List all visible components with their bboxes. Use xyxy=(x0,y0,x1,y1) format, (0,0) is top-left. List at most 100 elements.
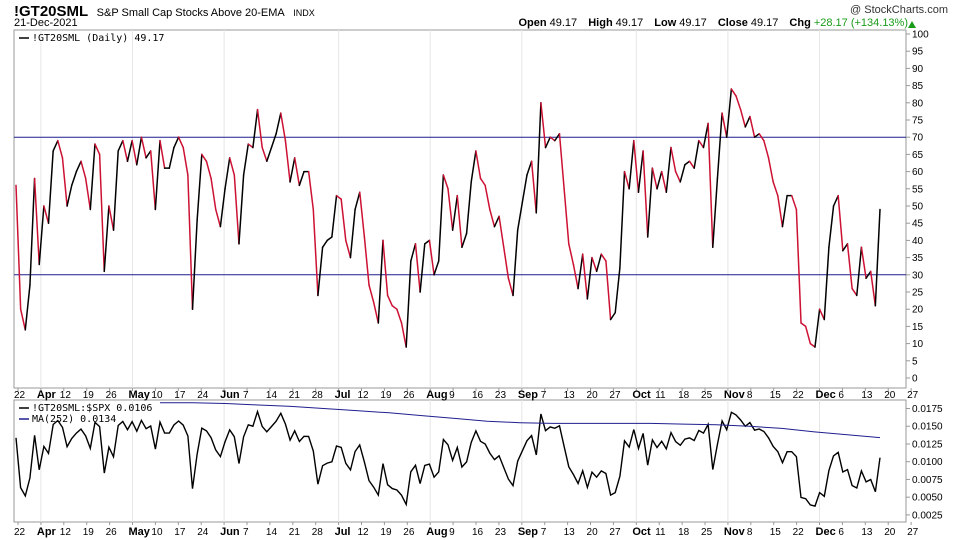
series-segment xyxy=(800,322,807,328)
series-segment xyxy=(293,157,301,187)
series-segment xyxy=(270,133,277,149)
series-segment xyxy=(763,139,770,159)
ratio-y-tick-label: 0.0125 xyxy=(912,439,943,450)
ratio-y-tick-label: 0.0100 xyxy=(912,457,943,468)
series-segment xyxy=(702,122,709,149)
x-tick-label: Oct xyxy=(632,389,651,401)
series-segment xyxy=(707,122,714,249)
series-segment xyxy=(623,170,630,190)
series-segment xyxy=(568,243,575,266)
series-segment xyxy=(98,153,106,273)
ratio-x-tick-label: Jul xyxy=(335,526,351,538)
series-segment xyxy=(860,246,867,279)
y-tick-label: 80 xyxy=(912,98,924,109)
series-segment xyxy=(70,170,78,187)
series-segment xyxy=(442,174,449,190)
series-segment xyxy=(15,184,22,310)
series-segment xyxy=(414,243,421,293)
open-value: 49.17 xyxy=(549,17,578,29)
series-segment xyxy=(698,139,705,149)
series-segment xyxy=(758,133,765,142)
series-segment xyxy=(484,184,491,211)
series-segment xyxy=(563,188,570,245)
series-segment xyxy=(400,322,407,348)
series-segment xyxy=(739,108,747,128)
series-segment xyxy=(437,174,445,262)
series-segment xyxy=(530,160,538,214)
x-tick-label: Jun xyxy=(220,389,240,401)
series-segment xyxy=(489,208,496,228)
low-label: Low xyxy=(654,17,677,29)
ratio-x-tick-label: May xyxy=(129,526,151,538)
series-segment xyxy=(605,260,612,321)
series-segment xyxy=(168,146,175,169)
series-segment xyxy=(312,208,319,297)
x-tick-label: 9 xyxy=(449,390,455,401)
y-tick-label: 25 xyxy=(912,288,924,299)
ratio-x-tick-label: 26 xyxy=(403,527,415,538)
y-tick-label: 95 xyxy=(912,47,924,58)
index-name: S&P Small Cap Stocks Above 20-EMA xyxy=(96,7,285,19)
series-segment xyxy=(354,191,361,211)
series-segment xyxy=(89,143,96,211)
y-tick-label: 65 xyxy=(912,150,924,161)
series-segment xyxy=(261,146,268,163)
series-segment xyxy=(340,198,347,242)
ratio-y-tick-label: 0.0175 xyxy=(912,404,943,415)
series-segment xyxy=(581,253,589,300)
chart-date: 21-Dec-2021 xyxy=(14,17,78,29)
ratio-x-tick-label: 27 xyxy=(609,527,621,538)
ratio-y-tick-label: 0.0025 xyxy=(912,510,943,521)
x-tick-label: 15 xyxy=(770,390,782,401)
y-tick-label: 90 xyxy=(912,64,924,75)
series-segment xyxy=(24,284,31,331)
x-tick-label: 24 xyxy=(197,390,209,401)
y-tick-label: 35 xyxy=(912,253,924,264)
series-segment xyxy=(869,270,877,307)
x-tick-label: 8 xyxy=(747,390,753,401)
series-segment xyxy=(600,253,607,262)
ratio-x-tick-label: 19 xyxy=(83,527,95,538)
series-segment xyxy=(693,139,700,169)
series-segment xyxy=(772,181,779,197)
y-tick-label: 5 xyxy=(912,356,918,367)
series-segment xyxy=(326,236,333,242)
ratio-x-tick-label: Aug xyxy=(426,526,447,538)
y-tick-label: 40 xyxy=(912,236,924,247)
series-segment xyxy=(637,150,644,193)
series-segment xyxy=(846,243,853,290)
x-tick-label: 27 xyxy=(609,390,621,401)
series-segment xyxy=(84,177,92,211)
series-segment xyxy=(335,194,342,200)
series-segment xyxy=(633,139,640,193)
series-segment xyxy=(284,139,291,183)
main-panel xyxy=(13,29,907,389)
ratio-x-tick-label: 7 xyxy=(541,527,547,538)
y-tick-label: 20 xyxy=(912,305,924,316)
x-tick-label: 27 xyxy=(907,390,919,401)
ratio-x-tick-label: 16 xyxy=(472,527,484,538)
y-tick-label: 30 xyxy=(912,270,924,281)
series-segment xyxy=(94,143,101,156)
ratio-x-tick-label: 6 xyxy=(838,527,844,538)
ratio-x-tick-label: 25 xyxy=(701,527,713,538)
x-tick-label: 12 xyxy=(358,390,370,401)
series-segment xyxy=(419,243,426,293)
series-segment xyxy=(386,294,394,307)
series-segment xyxy=(196,153,203,221)
series-segment xyxy=(275,112,282,135)
x-tick-label: 7 xyxy=(541,390,547,401)
ma-line xyxy=(160,402,881,439)
x-tick-label: 7 xyxy=(243,390,249,401)
series-segment xyxy=(57,139,64,159)
series-segment xyxy=(136,136,143,166)
series-segment xyxy=(804,325,812,345)
series-segment xyxy=(187,174,194,310)
series-segment xyxy=(456,194,463,249)
series-segment xyxy=(577,253,584,290)
ratio-y-tick-label: 0.0150 xyxy=(912,422,943,433)
series-segment xyxy=(558,133,565,190)
series-segment xyxy=(502,246,510,279)
series-segment xyxy=(80,160,87,180)
x-tick-label: 22 xyxy=(793,390,805,401)
